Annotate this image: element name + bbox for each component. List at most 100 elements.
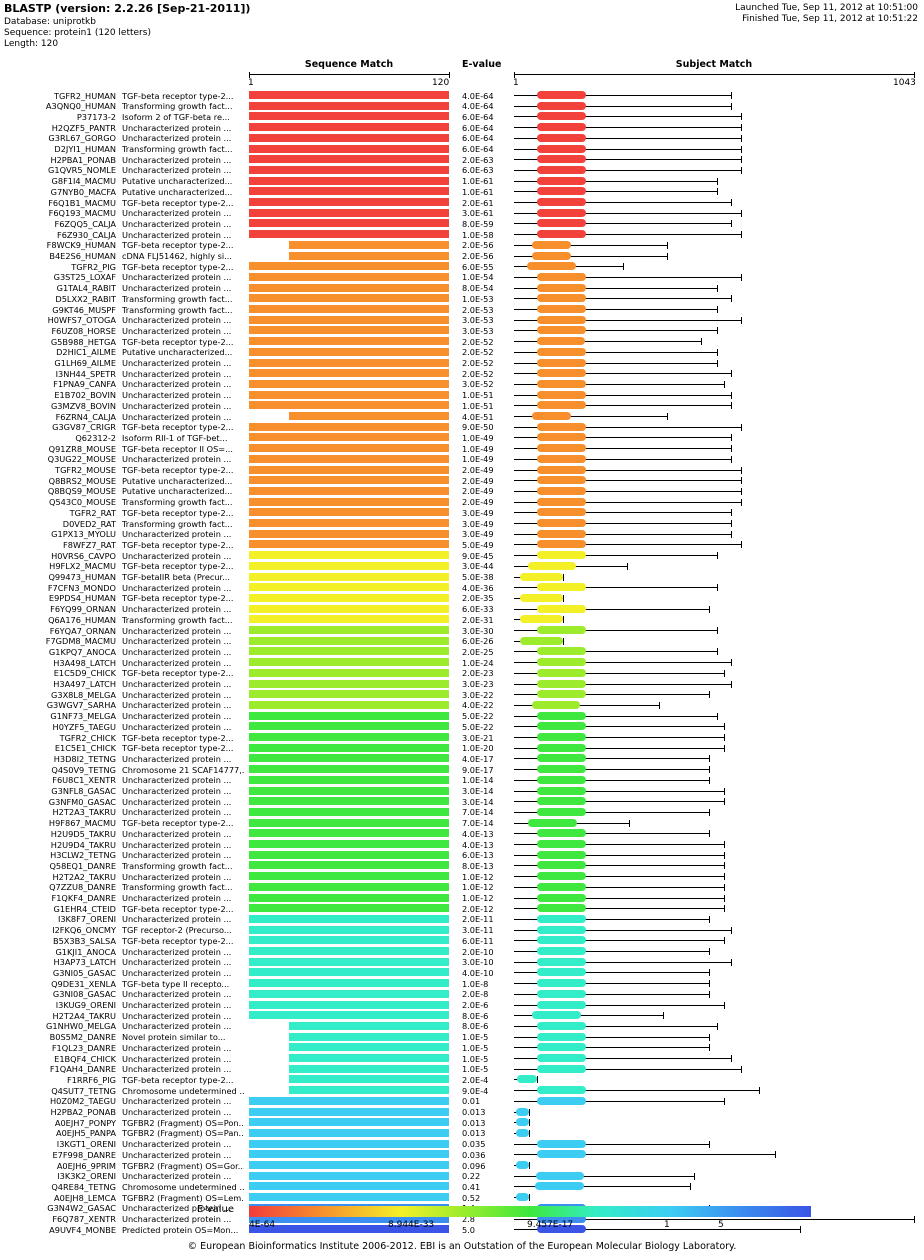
hit-id-link[interactable]: H9F867_MACMU — [48, 818, 116, 829]
hit-id-link[interactable]: E9PDS4_HUMAN — [48, 593, 116, 604]
hit-id-link[interactable]: H3A497_LATCH — [53, 679, 116, 689]
hit-id-link[interactable]: Q4SUT7_TETNG — [51, 1085, 116, 1096]
hit-id-link[interactable]: I3NH44_SPETR — [55, 368, 116, 379]
hit-id-link[interactable]: Q543C0_MOUSE — [49, 497, 116, 508]
hit-id-link[interactable]: F6Q787_XENTR — [52, 1214, 116, 1224]
hit-id-link[interactable]: F1QAH4_DANRE — [49, 1064, 116, 1075]
hit-id-link[interactable]: D0VED2_RAT — [62, 518, 116, 529]
hit-id-link[interactable]: Q3UG22_MOUSE — [47, 454, 116, 465]
hit-id-link[interactable]: H2T2A2_TAKRU — [52, 871, 117, 882]
hit-id-link[interactable]: Q6A176_HUMAN — [48, 614, 116, 625]
hit-id-link[interactable]: TGFR2_MOUSE — [55, 465, 116, 475]
hit-id-link[interactable]: G3MZV8_BOVIN — [50, 400, 116, 411]
hit-id-link[interactable]: D2HIC1_AILME — [56, 347, 116, 358]
hit-id-link[interactable]: F1PNA9_CANFA — [53, 379, 116, 390]
hit-id-link[interactable]: H2T2A4_TAKRU — [52, 1010, 117, 1021]
hit-id-link[interactable]: TGFR2_PIG — [71, 261, 116, 272]
hit-id-link[interactable]: G3N4W2_GASAC — [47, 1203, 116, 1214]
hit-id-link[interactable]: TGFR2_HUMAN — [54, 90, 116, 101]
hit-id-link[interactable]: G1PX13_MYOLU — [51, 529, 116, 540]
hit-id-link[interactable]: H0YZF5_TAEGU — [52, 721, 116, 732]
hit-id-link[interactable]: E1C5E1_CHICK — [54, 743, 116, 754]
hit-id-link[interactable]: A0EJH7_PONPY — [54, 1117, 116, 1128]
hit-id-link[interactable]: H2U9D5_TAKRU — [50, 828, 116, 839]
hit-id-link[interactable]: G1TAL4_RABIT — [56, 283, 116, 294]
hit-id-link[interactable]: G3RL67_GORGO — [48, 133, 116, 144]
hit-id-link[interactable]: G9KT46_MUSPF — [52, 304, 116, 315]
hit-id-link[interactable]: G1QVR5_NOMLE — [48, 165, 116, 176]
hit-id-link[interactable]: G1KJI1_ANOCA — [55, 946, 116, 957]
hit-id-link[interactable]: I3KGT1_ORENI — [56, 1139, 116, 1150]
hit-id-link[interactable]: Q4RE84_TETNG — [51, 1181, 116, 1192]
hit-id-link[interactable]: A0EJH8_LEMCA — [54, 1192, 116, 1203]
hit-id-link[interactable]: E1BQF4_CHICK — [54, 1053, 116, 1064]
hit-id-link[interactable]: A0EJH5_PANPA — [55, 1128, 116, 1139]
hit-id-link[interactable]: Q58EQ1_DANRE — [49, 860, 116, 871]
hit-id-link[interactable]: G3NI08_GASAC — [52, 989, 116, 1000]
hit-id-link[interactable]: H9FLX2_MACMU — [49, 561, 116, 572]
hit-id-link[interactable]: TGFR2_RAT — [69, 507, 116, 518]
hit-id-link[interactable]: H0VRS6_CAVPO — [51, 550, 116, 561]
hit-id-link[interactable]: Q91ZR8_MOUSE — [48, 443, 116, 454]
hit-id-link[interactable]: Q9DE31_XENLA — [51, 978, 116, 989]
hit-id-link[interactable]: F6Q1B1_MACMU — [48, 197, 116, 208]
hit-id-link[interactable]: I3K3K2_ORENI — [57, 1171, 116, 1182]
hit-id-link[interactable]: B4E2S6_HUMAN — [49, 251, 116, 261]
hit-id-link[interactable]: A3QNQ0_HUMAN — [45, 101, 116, 112]
hit-id-link[interactable]: G3NI05_GASAC — [52, 967, 116, 978]
hit-id-link[interactable]: G7NYB0_MACFA — [50, 186, 116, 197]
hit-id-link[interactable]: Q4S0V9_TETNG — [51, 764, 116, 775]
hit-id-link[interactable]: F6ZRN4_CALJA — [55, 411, 116, 422]
hit-id-link[interactable]: A9UVF4_MONBE — [49, 1224, 116, 1235]
hit-id-link[interactable]: D5LXX2_RABIT — [55, 293, 116, 304]
hit-id-link[interactable]: F6Z930_CALJA — [57, 229, 116, 240]
hit-id-link[interactable]: H2PBA1_PONAB — [50, 154, 116, 165]
hit-id-link[interactable]: G3NFL8_GASAC — [51, 786, 116, 796]
hit-id-link[interactable]: G1EHR4_CTEID — [53, 903, 117, 914]
hit-id-link[interactable]: Q62312-2 — [75, 432, 116, 443]
hit-id-link[interactable]: G3NFM0_GASAC — [48, 796, 116, 807]
hit-id-link[interactable]: F1QKF4_DANRE — [51, 893, 117, 903]
hit-id-link[interactable]: H3CLW2_TETNG — [50, 850, 116, 861]
hit-id-link[interactable]: Q99473_HUMAN — [48, 572, 116, 582]
hit-id-link[interactable]: TGFR2_CHICK — [59, 732, 116, 743]
hit-id-link[interactable]: Q8BQS9_MOUSE — [47, 486, 116, 497]
hit-id-link[interactable]: F1RRF6_PIG — [66, 1074, 116, 1085]
hit-id-link[interactable]: F6YQ99_ORNAN — [50, 604, 116, 615]
hit-id-link[interactable]: H3AP73_LATCH — [53, 957, 116, 968]
hit-id-link[interactable]: P37173-2 — [76, 111, 116, 122]
hit-id-link[interactable]: G8F1I4_MACMU — [51, 176, 116, 187]
hit-id-link[interactable]: F1QL23_DANRE — [51, 1042, 116, 1053]
hit-id-link[interactable]: F6Q193_MACMU — [48, 208, 116, 219]
hit-id-link[interactable]: F6U8C1_XENTR — [52, 775, 116, 786]
hit-id-link[interactable]: H2U9D4_TAKRU — [50, 839, 116, 850]
hit-id-link[interactable]: G1KPQ7_ANOCA — [48, 646, 116, 657]
hit-id-link[interactable]: B0S5M2_DANRE — [49, 1032, 116, 1043]
hit-id-link[interactable]: G1NHW0_MELGA — [46, 1021, 116, 1032]
hit-id-link[interactable]: I3KUG9_ORENI — [55, 1000, 116, 1010]
hit-id-link[interactable]: I3K8F7_ORENI — [57, 914, 116, 925]
hit-id-link[interactable]: E1C5D9_CHICK — [53, 668, 116, 679]
hit-id-link[interactable]: H2PBA2_PONAB — [50, 1107, 116, 1117]
hit-id-link[interactable]: I2FKQ6_ONCMY — [52, 925, 116, 936]
hit-id-link[interactable]: H3D8I2_TETNG — [53, 753, 116, 764]
hit-id-link[interactable]: G3GV87_CRIGR — [52, 422, 116, 433]
hit-id-link[interactable]: E7F998_DANRE — [52, 1149, 116, 1160]
hit-id-link[interactable]: E1B702_BOVIN — [54, 390, 116, 401]
hit-id-link[interactable]: A0EJH6_9PRIM — [56, 1160, 116, 1171]
hit-id-link[interactable]: H0WFS7_OTOGA — [47, 315, 116, 326]
hit-id-link[interactable]: F8WFZ7_RAT — [63, 539, 116, 550]
hit-id-link[interactable]: G1LH69_AILME — [54, 358, 116, 368]
hit-id-link[interactable]: G1NF73_MELGA — [50, 711, 116, 722]
hit-id-link[interactable]: Q8BRS2_MOUSE — [48, 475, 116, 486]
hit-id-link[interactable]: Q7ZZU8_DANRE — [49, 882, 116, 893]
hit-id-link[interactable]: G3X8L8_MELGA — [51, 689, 116, 700]
hit-id-link[interactable]: G3ST25_LOXAF — [53, 272, 116, 283]
hit-id-link[interactable]: F8WCK9_HUMAN — [46, 240, 116, 251]
hit-id-link[interactable]: F6YQA7_ORNAN — [49, 625, 116, 636]
hit-id-link[interactable]: F6UZ08_HORSE — [51, 325, 116, 336]
hit-id-link[interactable]: G5B988_HETGA — [50, 336, 116, 347]
hit-id-link[interactable]: F7CFN3_MONDO — [47, 582, 116, 593]
hit-id-link[interactable]: B5X3B3_SALSA — [52, 935, 116, 946]
hit-id-link[interactable]: H0Z0M2_TAEGU — [49, 1096, 116, 1107]
